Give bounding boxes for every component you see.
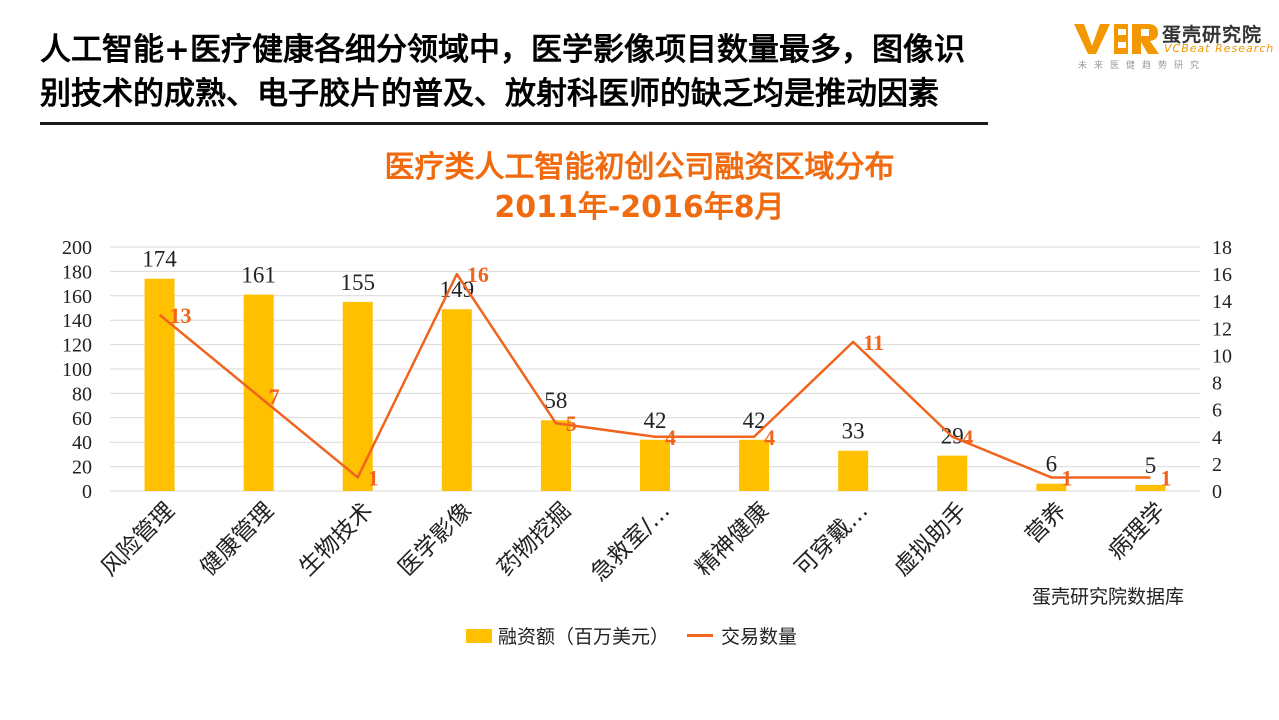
line-value-label: 4 [962,425,973,450]
category-label: 可穿戴… [790,498,873,581]
category-label: 风险管理 [96,498,179,581]
bar [838,450,869,491]
category-label: 急救室/… [586,498,675,587]
y-right-tick-label: 14 [1212,291,1232,313]
line-value-label: 13 [170,303,192,328]
source-note: 蛋壳研究院数据库 [1032,586,1185,608]
y-right-tick-label: 4 [1212,427,1222,449]
bar [937,455,968,491]
y-right-tick-label: 10 [1212,345,1232,367]
line-value-label: 1 [1160,465,1171,490]
y-left-tick-label: 100 [62,359,92,381]
y-left-tick-label: 120 [62,335,92,357]
legend-line-label: 交易数量 [721,626,798,648]
bar-value-label: 58 [544,388,567,413]
bar [640,439,670,491]
bar [243,294,274,491]
y-left-tick-label: 60 [72,408,92,430]
y-right-tick-label: 18 [1212,237,1232,259]
legend-bar-label: 融资额（百万美元） [498,626,670,648]
y-left-tick-label: 0 [82,481,92,503]
bar-value-label: 33 [842,419,865,444]
category-label: 病理学 [1104,498,1171,565]
headline-line-2: 别技术的成熟、电子胶片的普及、放射科医师的缺乏均是推动因素 [40,76,939,112]
bar [342,301,373,491]
y-right-tick-label: 2 [1212,454,1222,476]
y-left-tick-label: 160 [62,286,92,308]
legend-line-swatch [687,634,714,637]
logo-name-en: VCBeat Research [1164,42,1275,55]
y-left-tick-label: 200 [62,237,92,259]
y-left-tick-label: 40 [72,432,92,454]
line-value-label: 4 [764,425,775,450]
bar-value-label: 155 [340,270,375,295]
category-label: 药物挖掘 [493,498,576,581]
y-right-tick-label: 12 [1212,318,1232,340]
line-value-label: 4 [665,425,676,450]
bar-value-label: 174 [142,247,177,272]
bar [144,278,175,491]
bar [441,309,472,491]
brand-logo: 蛋壳研究院 VCBeat Research 未来医健趋势研究 [1072,18,1275,72]
y-left-tick-label: 180 [62,261,92,283]
line-value-label: 7 [269,384,280,409]
bar [1135,484,1166,491]
y-right-tick-label: 8 [1212,373,1222,395]
headline: 人工智能+医疗健康各细分领域中，医学影像项目数量最多，图像识 别技术的成熟、电子… [40,28,1000,116]
category-label: 精神健康 [691,498,774,581]
vbr-logo-icon [1074,24,1159,54]
logo-name-cn: 蛋壳研究院 [1162,24,1263,46]
bar [540,420,571,491]
bar-value-label: 6 [1046,452,1058,477]
legend-bar-swatch [466,628,492,643]
bar-value-label: 161 [241,263,276,288]
headline-divider [40,122,988,125]
category-label: 营养 [1021,498,1072,549]
line-value-label: 1 [1061,465,1072,490]
category-label: 虚拟助手 [889,498,972,581]
line-value-label: 16 [467,262,489,287]
line-value-label: 5 [566,411,577,436]
line-value-label: 1 [368,465,379,490]
headline-line-1: 人工智能+医疗健康各细分领域中，医学影像项目数量最多，图像识 [40,32,965,68]
chart-subtitle: 2011年-2016年8月 [494,190,785,225]
line-series [158,272,1151,479]
chart-title: 医疗类人工智能初创公司融资区域分布 [384,150,895,185]
y-left-tick-label: 80 [72,383,92,405]
chart-legend: 融资额（百万美元） 交易数量 [466,622,797,649]
logo-tagline: 未来医健趋势研究 [1078,61,1207,71]
y-right-tick-label: 6 [1212,400,1222,422]
bar [1036,483,1067,491]
y-left-tick-label: 20 [72,457,92,479]
bar-value-label: 42 [644,408,667,433]
category-label: 健康管理 [195,498,278,581]
bar-value-label: 42 [743,408,766,433]
y-right-tick-label: 0 [1212,481,1222,503]
bar [739,439,770,491]
category-label: 生物技术 [295,498,378,581]
y-left-tick-label: 140 [62,310,92,332]
category-label: 医学影像 [394,498,477,581]
line-value-label: 11 [863,330,884,355]
y-right-tick-label: 16 [1212,264,1232,286]
bar-value-label: 5 [1145,453,1157,478]
